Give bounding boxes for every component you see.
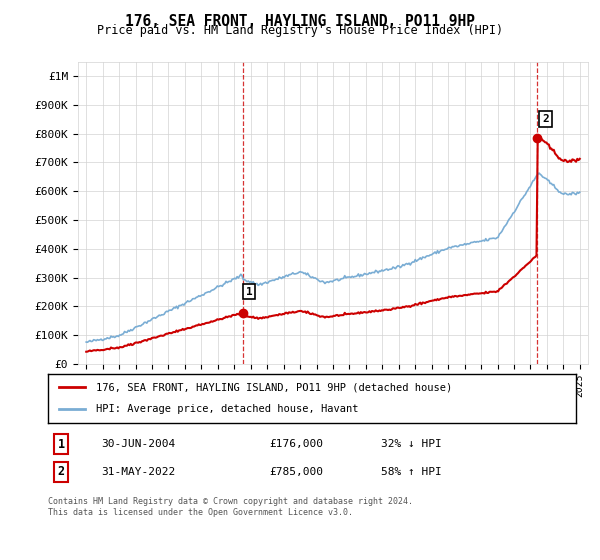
Text: 58% ↑ HPI: 58% ↑ HPI [380,467,442,477]
Text: Contains HM Land Registry data © Crown copyright and database right 2024.
This d: Contains HM Land Registry data © Crown c… [48,497,413,517]
Text: £176,000: £176,000 [270,439,324,449]
Text: 2: 2 [542,114,549,124]
Text: 1: 1 [246,287,253,297]
Text: HPI: Average price, detached house, Havant: HPI: Average price, detached house, Hava… [95,404,358,414]
Text: 32% ↓ HPI: 32% ↓ HPI [380,439,442,449]
Text: 176, SEA FRONT, HAYLING ISLAND, PO11 9HP (detached house): 176, SEA FRONT, HAYLING ISLAND, PO11 9HP… [95,382,452,393]
Text: £785,000: £785,000 [270,467,324,477]
Text: Price paid vs. HM Land Registry's House Price Index (HPI): Price paid vs. HM Land Registry's House … [97,24,503,37]
Text: 2: 2 [58,465,65,478]
Text: 31-MAY-2022: 31-MAY-2022 [101,467,175,477]
Text: 176, SEA FRONT, HAYLING ISLAND, PO11 9HP: 176, SEA FRONT, HAYLING ISLAND, PO11 9HP [125,14,475,29]
Text: 1: 1 [58,437,65,451]
Text: 30-JUN-2004: 30-JUN-2004 [101,439,175,449]
